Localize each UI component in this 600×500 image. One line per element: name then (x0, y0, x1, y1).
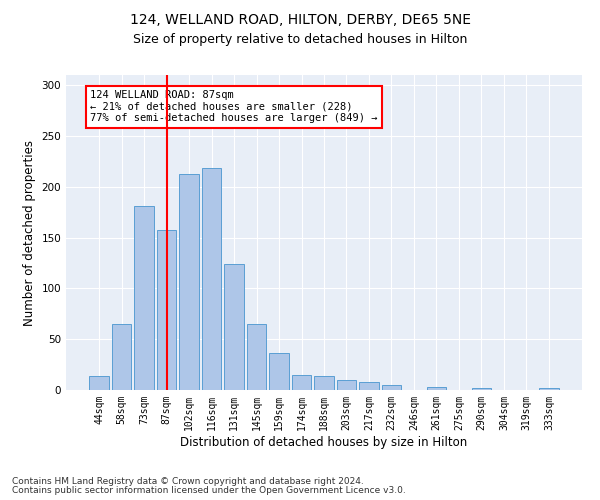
Bar (89, 376, 109, 390)
Text: Contains HM Land Registry data © Crown copyright and database right 2024.: Contains HM Land Registry data © Crown c… (12, 477, 364, 486)
Bar (539, 388, 559, 390)
Bar (269, 354, 289, 390)
Bar (134, 206, 154, 390)
Text: Size of property relative to detached houses in Hilton: Size of property relative to detached ho… (133, 32, 467, 46)
Bar (179, 174, 199, 390)
Bar (224, 264, 244, 390)
Bar (382, 385, 401, 390)
Text: 124 WELLAND ROAD: 87sqm
← 21% of detached houses are smaller (228)
77% of semi-d: 124 WELLAND ROAD: 87sqm ← 21% of detache… (90, 90, 377, 124)
Bar (247, 324, 266, 390)
Bar (202, 168, 221, 390)
Y-axis label: Number of detached properties: Number of detached properties (23, 140, 36, 326)
Bar (292, 375, 311, 390)
Bar (427, 387, 446, 390)
Text: Contains public sector information licensed under the Open Government Licence v3: Contains public sector information licen… (12, 486, 406, 495)
Bar (472, 388, 491, 390)
X-axis label: Distribution of detached houses by size in Hilton: Distribution of detached houses by size … (181, 436, 467, 448)
Bar (359, 382, 379, 390)
Bar (112, 324, 131, 390)
Bar (337, 380, 356, 390)
Bar (157, 230, 176, 390)
Text: 124, WELLAND ROAD, HILTON, DERBY, DE65 5NE: 124, WELLAND ROAD, HILTON, DERBY, DE65 5… (130, 12, 470, 26)
Bar (314, 376, 334, 390)
